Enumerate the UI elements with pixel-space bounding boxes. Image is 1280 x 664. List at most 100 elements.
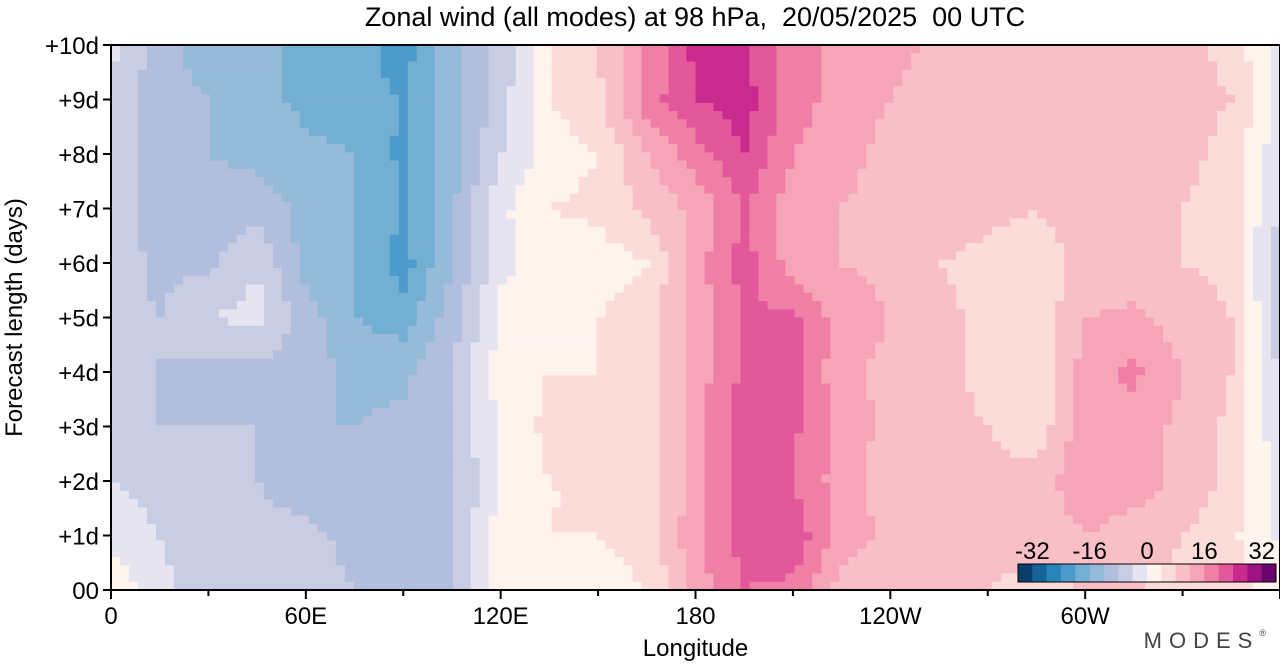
wind-field-cell	[515, 259, 652, 269]
wind-field-cell	[875, 400, 975, 409]
wind-field-cell	[902, 69, 1218, 79]
wind-field-cell	[533, 61, 553, 71]
wind-field-cell	[389, 78, 409, 87]
wind-field-cell	[605, 119, 634, 129]
wind-field-cell	[1190, 523, 1245, 533]
wind-field-cell	[335, 383, 409, 393]
wind-field-cell	[111, 482, 121, 492]
wind-field-cell	[1262, 383, 1280, 393]
wind-field-cell	[407, 251, 436, 261]
wind-field-cell	[740, 358, 805, 368]
wind-field-cell	[111, 581, 139, 591]
wind-field-cell	[1163, 449, 1218, 459]
wind-field-cell	[1244, 457, 1272, 467]
wind-field-cell	[740, 226, 751, 236]
wind-field-cell	[488, 45, 517, 54]
wind-field-cell	[111, 424, 256, 434]
wind-field-cell	[1082, 350, 1173, 360]
wind-field-cell	[515, 61, 535, 71]
y-tick-label: +3d	[58, 415, 99, 442]
wind-field-cell	[335, 375, 409, 385]
wind-field-cell	[425, 267, 454, 277]
wind-field-cell	[497, 482, 553, 492]
wind-field-cell	[111, 276, 148, 286]
wind-field-cell	[515, 234, 607, 244]
wind-field-cell	[533, 78, 553, 87]
wind-field-cell	[659, 127, 697, 137]
wind-field-cell	[407, 284, 427, 294]
wind-field-cell	[542, 433, 661, 442]
wind-field-cell	[164, 556, 337, 566]
wind-field-cell	[452, 234, 472, 244]
wind-field-cell	[398, 177, 409, 186]
wind-field-cell	[1172, 408, 1227, 418]
wind-field-cell	[1262, 218, 1280, 228]
wind-field-cell	[443, 300, 463, 310]
wind-field-cell	[1244, 309, 1263, 319]
wind-field-cell	[281, 61, 382, 71]
wind-field-cell	[1235, 317, 1245, 327]
wind-field-cell	[1181, 251, 1245, 261]
wind-field-cell	[686, 416, 706, 426]
wind-field-cell	[470, 416, 499, 426]
colorbar-swatch	[1190, 564, 1205, 582]
wind-field-cell	[398, 127, 409, 137]
wind-field-cell	[425, 284, 445, 294]
wind-field-cell	[1244, 367, 1263, 376]
wind-field-cell	[1244, 243, 1254, 253]
wind-field-cell	[1199, 515, 1245, 525]
wind-field-cell	[146, 276, 184, 286]
wind-field-cell	[1271, 259, 1280, 269]
wind-field-cell	[353, 193, 400, 203]
wind-field-cell	[1271, 102, 1280, 112]
wind-field-cell	[605, 78, 625, 87]
wind-field-cell	[551, 69, 598, 79]
wind-field-cell	[551, 507, 661, 517]
wind-field-cell	[398, 284, 409, 294]
wind-field-cell	[1217, 449, 1245, 459]
wind-field-cell	[398, 185, 409, 195]
wind-field-cell	[111, 292, 148, 302]
wind-field-cell	[263, 284, 283, 294]
wind-field-cell	[803, 548, 822, 558]
wind-field-cell	[749, 53, 778, 63]
wind-field-cell	[533, 69, 553, 79]
wind-field-cell	[677, 523, 706, 533]
wind-field-cell	[830, 523, 876, 533]
wind-field-cell	[281, 53, 382, 63]
wind-field-cell	[533, 102, 553, 112]
wind-field-cell	[668, 276, 688, 286]
wind-field-cell	[1271, 267, 1280, 277]
wind-field-cell	[668, 53, 688, 63]
wind-field-cell	[111, 69, 139, 79]
wind-field-cell	[731, 482, 796, 492]
wind-field-cell	[866, 367, 966, 376]
wind-field-cell	[488, 94, 508, 104]
wind-field-cell	[659, 350, 688, 360]
wind-field-cell	[713, 581, 742, 591]
wind-field-cell	[533, 53, 553, 63]
wind-field-cell	[839, 234, 984, 244]
wind-field-cell	[731, 416, 805, 426]
wind-field-cell	[1271, 317, 1280, 327]
wind-field-cell	[1226, 408, 1245, 418]
wind-field-cell	[1226, 86, 1254, 96]
wind-field-cell	[1163, 457, 1218, 467]
wind-field-cell	[659, 408, 688, 418]
wind-field-cell	[731, 267, 760, 277]
wind-field-cell	[497, 416, 535, 426]
wind-field-cell	[1190, 185, 1245, 195]
wind-field-cell	[623, 168, 661, 178]
wind-field-cell	[695, 61, 751, 71]
wind-field-cell	[407, 69, 436, 79]
wind-field-cell	[1271, 45, 1280, 54]
wind-field-cell	[1217, 61, 1254, 71]
wind-field-cell	[650, 119, 688, 129]
wind-field-cell	[1271, 490, 1280, 500]
wind-field-cell	[839, 573, 1002, 583]
wind-field-cell	[353, 267, 391, 277]
wind-field-cell	[821, 61, 912, 71]
wind-field-cell	[704, 556, 742, 566]
wind-field-cell	[1199, 267, 1245, 277]
wind-field-cell	[875, 433, 993, 442]
